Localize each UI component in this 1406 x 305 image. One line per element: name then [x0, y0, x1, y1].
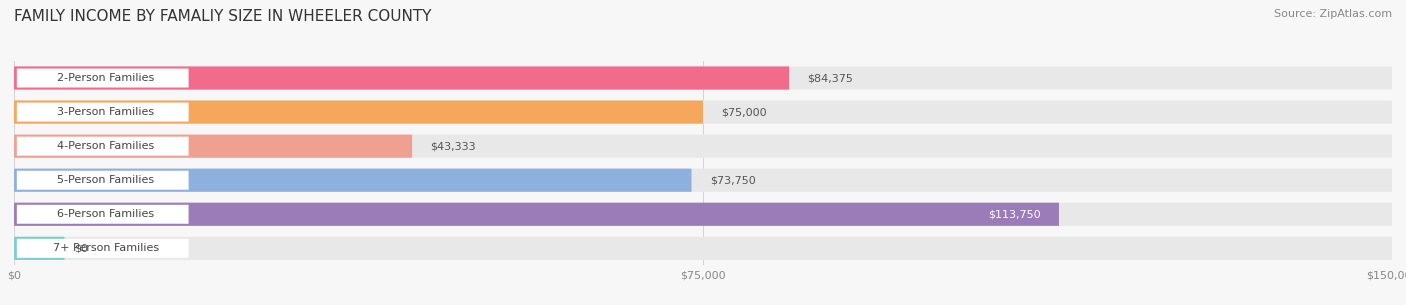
- FancyBboxPatch shape: [14, 203, 1059, 226]
- FancyBboxPatch shape: [14, 66, 789, 90]
- Text: 4-Person Families: 4-Person Families: [58, 141, 155, 151]
- Text: $0: $0: [73, 243, 87, 253]
- FancyBboxPatch shape: [17, 205, 188, 224]
- Text: $84,375: $84,375: [807, 73, 853, 83]
- Text: Source: ZipAtlas.com: Source: ZipAtlas.com: [1274, 9, 1392, 19]
- Text: $43,333: $43,333: [430, 141, 477, 151]
- FancyBboxPatch shape: [14, 135, 1392, 158]
- Text: FAMILY INCOME BY FAMALIY SIZE IN WHEELER COUNTY: FAMILY INCOME BY FAMALIY SIZE IN WHEELER…: [14, 9, 432, 24]
- FancyBboxPatch shape: [14, 169, 1392, 192]
- Text: $75,000: $75,000: [721, 107, 768, 117]
- FancyBboxPatch shape: [17, 171, 188, 190]
- Text: 2-Person Families: 2-Person Families: [58, 73, 155, 83]
- FancyBboxPatch shape: [14, 169, 692, 192]
- FancyBboxPatch shape: [17, 137, 188, 156]
- FancyBboxPatch shape: [14, 135, 412, 158]
- FancyBboxPatch shape: [17, 69, 188, 88]
- Text: 7+ Person Families: 7+ Person Families: [53, 243, 159, 253]
- FancyBboxPatch shape: [14, 101, 703, 124]
- Text: 6-Person Families: 6-Person Families: [58, 209, 155, 219]
- FancyBboxPatch shape: [14, 101, 1392, 124]
- Text: 5-Person Families: 5-Person Families: [58, 175, 155, 185]
- FancyBboxPatch shape: [17, 239, 188, 258]
- Text: 3-Person Families: 3-Person Families: [58, 107, 155, 117]
- FancyBboxPatch shape: [14, 66, 1392, 90]
- Text: $73,750: $73,750: [710, 175, 755, 185]
- FancyBboxPatch shape: [14, 237, 1392, 260]
- FancyBboxPatch shape: [14, 203, 1392, 226]
- FancyBboxPatch shape: [17, 102, 188, 122]
- FancyBboxPatch shape: [14, 237, 65, 260]
- Text: $113,750: $113,750: [988, 209, 1040, 219]
